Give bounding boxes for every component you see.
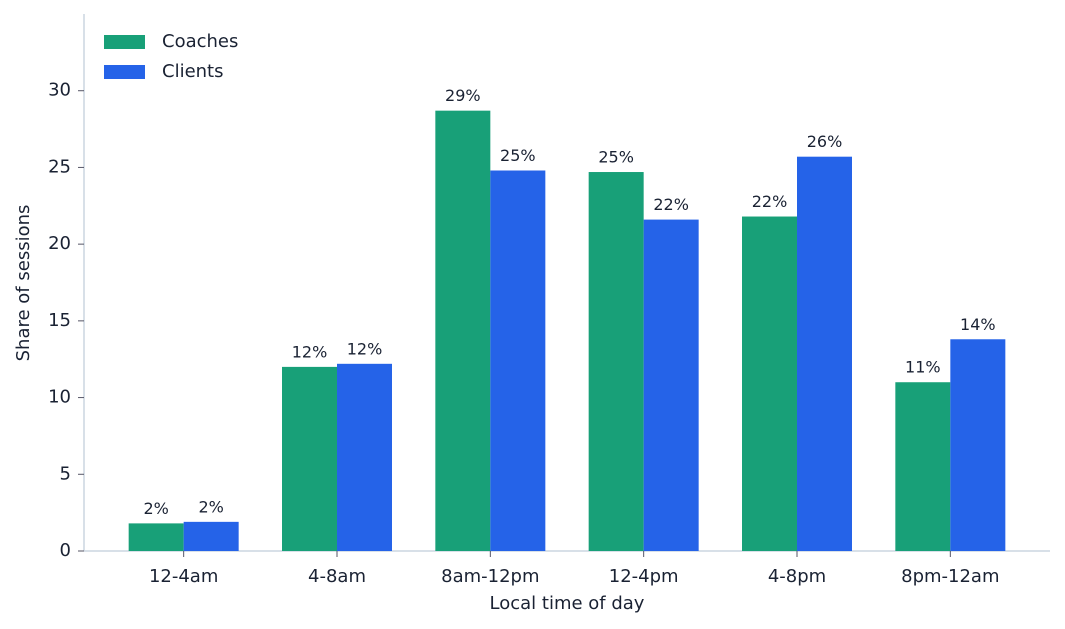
y-tick-label: 0: [60, 540, 71, 561]
bar: [128, 523, 184, 551]
value-label: 12%: [347, 339, 383, 358]
bar: [950, 339, 1006, 551]
x-tick-label: 4-8am: [308, 566, 366, 587]
bar: [797, 156, 852, 551]
legend-label: Clients: [162, 61, 224, 82]
value-label: 22%: [653, 195, 689, 214]
value-label: 2%: [198, 497, 223, 516]
value-label: 26%: [807, 132, 843, 151]
y-axis-label: Share of sessions: [13, 205, 34, 362]
value-label: 2%: [143, 499, 168, 518]
bar: [490, 170, 546, 552]
legend-swatch: [104, 65, 145, 79]
legend-label: Coaches: [162, 31, 238, 52]
x-tick-label: 12-4pm: [609, 566, 679, 587]
bar: [337, 363, 392, 551]
x-tick-label: 8am-12pm: [441, 566, 539, 587]
bar: [588, 172, 644, 551]
bar: [282, 366, 337, 551]
value-label: 11%: [905, 358, 941, 377]
value-label: 25%: [598, 148, 634, 167]
bar: [643, 219, 699, 551]
y-tick-label: 10: [48, 387, 71, 408]
x-axis-label: Local time of day: [490, 593, 645, 614]
y-tick-label: 30: [48, 80, 71, 101]
value-label: 29%: [445, 86, 481, 105]
bar: [435, 110, 491, 551]
value-label: 12%: [292, 342, 328, 361]
y-tick-label: 20: [48, 233, 71, 254]
y-tick-label: 15: [48, 310, 71, 331]
y-tick-label: 5: [60, 463, 71, 484]
legend-swatch: [104, 35, 145, 49]
x-tick-label: 4-8pm: [768, 566, 826, 587]
x-tick-label: 8pm-12am: [901, 566, 999, 587]
bar: [895, 382, 951, 551]
x-tick-label: 12-4am: [149, 566, 218, 587]
bar: [742, 216, 797, 552]
value-label: 22%: [752, 192, 788, 211]
y-tick-label: 25: [48, 156, 71, 177]
value-label: 25%: [500, 146, 536, 165]
value-label: 14%: [960, 315, 996, 334]
bar: [183, 521, 239, 551]
